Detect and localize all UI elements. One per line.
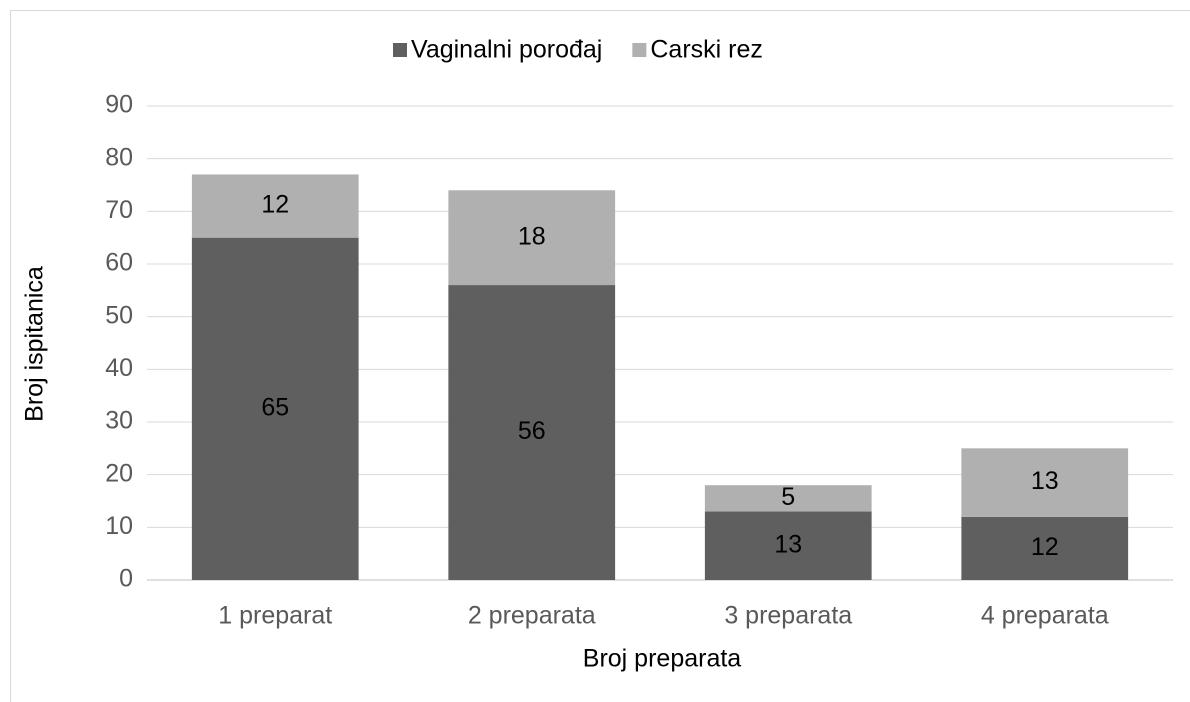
x-tick-label: 2 preparata: [468, 602, 596, 630]
bar-segment: [961, 448, 1129, 517]
y-tick-label: 10: [105, 512, 133, 540]
y-tick-label: 80: [105, 143, 133, 171]
y-tick-label: 70: [105, 196, 133, 224]
x-tick-label: 3 preparata: [724, 602, 852, 630]
data-label: 13: [1031, 467, 1059, 495]
data-label: 65: [261, 393, 289, 421]
data-label: 56: [518, 417, 546, 445]
y-tick-label: 20: [105, 459, 133, 487]
y-axis-label: Broj ispitanica: [21, 266, 49, 422]
bar-segment: [704, 485, 872, 512]
data-label: 5: [781, 483, 795, 511]
bar-segment: [448, 190, 616, 286]
legend-label: Vaginalni porođaj: [411, 36, 602, 64]
legend-swatch: [393, 43, 407, 57]
legend-swatch: [632, 43, 647, 57]
y-tick-label: 50: [105, 301, 133, 329]
x-tick-label: 4 preparata: [981, 602, 1109, 630]
bar-segment: [448, 285, 616, 580]
bar-segment: [961, 516, 1129, 580]
legend-label: Carski rez: [650, 36, 763, 64]
data-label: 13: [774, 530, 802, 558]
x-axis-label: Broj preparata: [583, 645, 742, 673]
bar-segment: [704, 511, 872, 580]
bar-segment: [191, 174, 359, 238]
y-tick-label: 40: [105, 354, 133, 382]
x-tick-label: 1 preparat: [218, 602, 332, 630]
data-label: 12: [261, 191, 289, 219]
y-tick-label: 90: [105, 91, 133, 119]
data-label: 12: [1031, 533, 1059, 561]
data-label: 18: [518, 222, 546, 250]
bar-segment: [191, 237, 359, 580]
y-tick-label: 30: [105, 407, 133, 435]
y-tick-label: 60: [105, 249, 133, 277]
y-tick-label: 0: [119, 565, 133, 593]
